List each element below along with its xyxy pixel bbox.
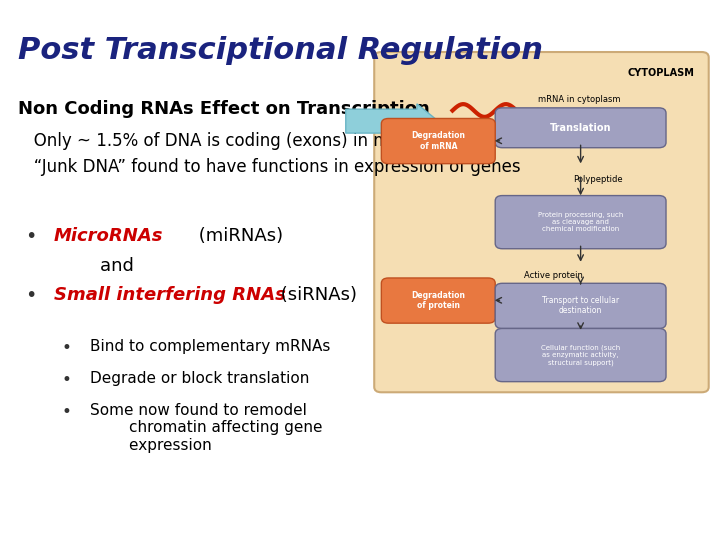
- Text: Post Transciptional Regulation: Post Transciptional Regulation: [19, 36, 544, 65]
- FancyBboxPatch shape: [495, 328, 666, 382]
- Text: (siRNAs): (siRNAs): [274, 286, 356, 304]
- Text: •: •: [25, 227, 37, 246]
- FancyBboxPatch shape: [495, 284, 666, 328]
- Text: Active protein: Active protein: [523, 271, 582, 280]
- Text: and: and: [54, 256, 134, 275]
- Text: Transport to cellular
destination: Transport to cellular destination: [542, 296, 619, 315]
- FancyBboxPatch shape: [374, 52, 708, 392]
- Text: Non Coding RNAs Effect on Transcription: Non Coding RNAs Effect on Transcription: [19, 100, 430, 118]
- Text: (miRNAs): (miRNAs): [193, 227, 283, 246]
- Text: •: •: [61, 403, 71, 421]
- Text: •: •: [61, 371, 71, 389]
- FancyBboxPatch shape: [382, 278, 495, 323]
- Text: Degrade or block translation: Degrade or block translation: [89, 371, 309, 386]
- Text: Polypeptide: Polypeptide: [574, 175, 623, 184]
- Text: Translation: Translation: [550, 123, 611, 133]
- Text: Bind to complementary mRNAs: Bind to complementary mRNAs: [89, 339, 330, 354]
- Text: CYTOPLASM: CYTOPLASM: [628, 68, 695, 78]
- Text: Small interfering RNAs: Small interfering RNAs: [54, 286, 286, 304]
- Text: Some now found to remodel
        chromatin affecting gene
        expression: Some now found to remodel chromatin affe…: [89, 403, 322, 453]
- Text: “Junk DNA” found to have functions in expression of genes: “Junk DNA” found to have functions in ex…: [19, 158, 521, 177]
- Text: •: •: [61, 339, 71, 357]
- FancyBboxPatch shape: [382, 118, 495, 164]
- Text: •: •: [25, 286, 37, 305]
- Text: Cellular function (such
as enzymatic activity,
structural support): Cellular function (such as enzymatic act…: [541, 345, 620, 366]
- Text: mRNA in cytoplasm: mRNA in cytoplasm: [538, 94, 621, 104]
- Text: Degradation
of mRNA: Degradation of mRNA: [411, 131, 465, 151]
- FancyBboxPatch shape: [495, 195, 666, 249]
- FancyArrow shape: [346, 104, 438, 138]
- Text: Only ~ 1.5% of DNA is coding (exons) in most organisms: Only ~ 1.5% of DNA is coding (exons) in …: [19, 132, 507, 150]
- Text: Degradation
of protein: Degradation of protein: [411, 291, 465, 310]
- Text: Protein processing, such
as cleavage and
chemical modification: Protein processing, such as cleavage and…: [538, 212, 624, 232]
- Text: MicroRNAs: MicroRNAs: [54, 227, 163, 246]
- FancyBboxPatch shape: [495, 108, 666, 148]
